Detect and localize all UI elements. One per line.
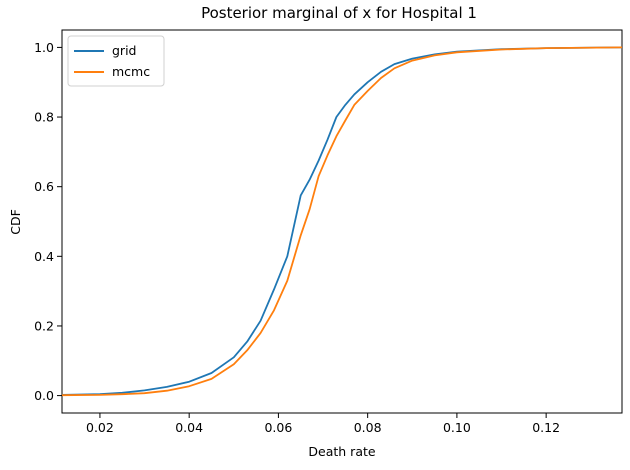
legend-label-mcmc: mcmc xyxy=(112,64,150,79)
plot-frame xyxy=(61,29,623,414)
legend-label-grid: grid xyxy=(112,43,136,58)
legend-frame xyxy=(67,35,165,87)
series-line-mcmc xyxy=(61,46,623,397)
x-tick-label: 0.04 xyxy=(175,420,203,435)
x-tick-label: 0.02 xyxy=(86,420,114,435)
y-tick-label: 0.0 xyxy=(34,388,54,403)
chart-title: Posterior marginal of x for Hospital 1 xyxy=(201,4,477,22)
y-tick-label: 1.0 xyxy=(34,40,54,55)
y-tick-label: 0.6 xyxy=(34,179,54,194)
series-layer xyxy=(61,46,623,397)
series-line-grid xyxy=(61,46,623,396)
y-tick-label: 0.8 xyxy=(34,110,54,125)
y-axis-label: CDF xyxy=(8,209,23,235)
x-tick-label: 0.12 xyxy=(532,420,560,435)
x-tick-label: 0.08 xyxy=(354,420,382,435)
plot-area xyxy=(61,29,623,414)
y-tick-label: 0.2 xyxy=(34,318,54,333)
y-axis: 0.0 0.2 0.4 0.6 0.8 1.0 xyxy=(34,40,62,403)
legend: grid mcmc xyxy=(67,35,165,87)
x-tick-label: 0.06 xyxy=(264,420,292,435)
x-tick-label: 0.10 xyxy=(443,420,471,435)
y-tick-label: 0.4 xyxy=(34,249,54,264)
x-axis: 0.02 0.04 0.06 0.08 0.10 0.12 xyxy=(86,413,560,435)
x-axis-label: Death rate xyxy=(308,444,375,459)
